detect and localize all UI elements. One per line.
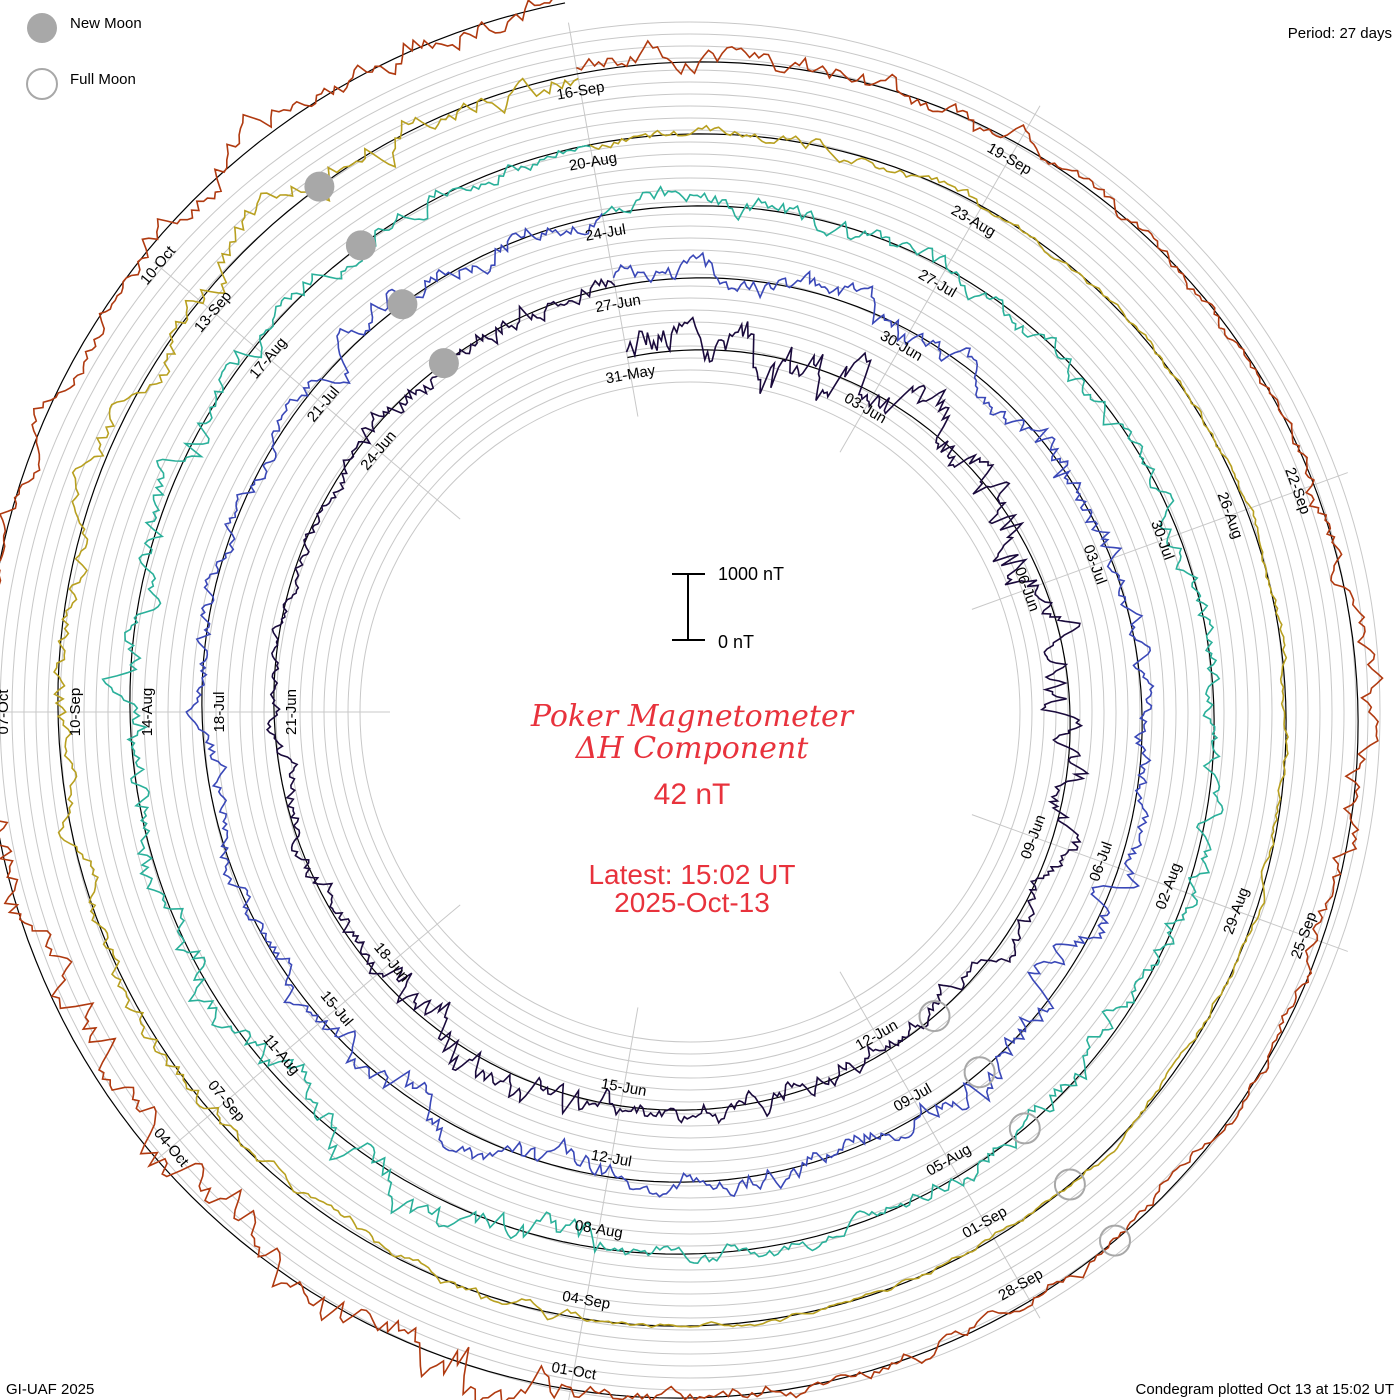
grid-spoke: [568, 1007, 639, 1400]
grid-spoke: [153, 904, 461, 1163]
latest-date: 2025-Oct-13: [614, 887, 770, 918]
moon-markers: [304, 171, 1131, 1257]
date-label: 10-Sep: [67, 688, 84, 736]
grid-spoke: [153, 261, 461, 520]
date-label: 07-Oct: [0, 689, 12, 735]
full-moon-marker: [1099, 1224, 1131, 1257]
date-label: 03-Jun: [841, 390, 889, 428]
date-label: 21-Jul: [304, 383, 343, 425]
date-label: 10-Oct: [137, 242, 179, 288]
legend-full-moon-label: Full Moon: [70, 71, 136, 88]
new-moon-icon: [27, 13, 57, 43]
date-label: 28-Sep: [996, 1265, 1046, 1304]
date-label: 15-Jul: [317, 988, 356, 1030]
new-moon-marker: [428, 348, 459, 379]
date-label: 21-Jun: [283, 689, 300, 735]
footer-plot-time: Condegram plotted Oct 13 at 15:02 UT: [1136, 1381, 1394, 1398]
date-label: 24-Jun: [357, 428, 400, 474]
date-label: 30-Jul: [1147, 518, 1177, 562]
date-label: 31-May: [604, 362, 657, 388]
scale-bar: 1000 nT 0 nT: [672, 564, 784, 652]
date-label: 13-Sep: [191, 288, 235, 336]
footer-credit: GI-UAF 2025: [6, 1381, 94, 1398]
date-label: 18-Jul: [211, 692, 228, 733]
trace-rotation-2: [185, 212, 1155, 1198]
full-moon-marker: [918, 1000, 951, 1033]
date-label: 17-Aug: [246, 334, 290, 382]
trace-rotation-3: [101, 144, 1224, 1265]
grid-spoke: [971, 472, 1348, 610]
chart-title: Poker Magnetometer: [530, 699, 855, 734]
new-moon-marker: [345, 230, 376, 261]
new-moon-marker: [304, 171, 335, 202]
date-label: 27-Jul: [915, 266, 959, 301]
date-label: 25-Sep: [1288, 910, 1321, 961]
full-moon-marker: [963, 1056, 996, 1089]
full-moon-marker: [1053, 1168, 1086, 1201]
date-label: 01-Sep: [960, 1203, 1010, 1242]
chart-subtitle: ΔH Component: [575, 731, 809, 766]
date-label: 02-Aug: [1152, 861, 1185, 912]
current-value: 42 nT: [654, 778, 731, 811]
date-label: 03-Jul: [1080, 543, 1110, 587]
grid-spoke: [839, 105, 1041, 453]
trace-rotation-1: [265, 277, 1090, 1125]
date-label: 24-Jul: [584, 221, 627, 245]
new-moon-marker: [387, 289, 418, 320]
date-label: 09-Jun: [1018, 813, 1050, 862]
period-label: Period: 27 days: [1288, 25, 1392, 42]
date-label: 29-Aug: [1220, 885, 1253, 936]
full-moon-icon: [26, 68, 58, 100]
grid-spoke: [839, 971, 1041, 1319]
latest-time: Latest: 15:02 UT: [588, 859, 795, 890]
grid-ring: [0, 21, 1381, 1400]
date-label: 05-Aug: [924, 1141, 974, 1180]
date-label: 30-Jun: [877, 327, 925, 365]
grid-spoke: [971, 814, 1348, 952]
scale-top-label: 1000 nT: [718, 564, 784, 584]
date-label: 14-Aug: [139, 688, 156, 736]
date-label: 06-Jul: [1086, 840, 1116, 884]
trace-rotation-4: [53, 77, 1289, 1329]
date-label: 12-Jul: [590, 1147, 633, 1171]
full-moon-marker: [1008, 1112, 1041, 1145]
legend-new-moon-label: New Moon: [70, 15, 142, 32]
scale-bottom-label: 0 nT: [718, 632, 754, 652]
